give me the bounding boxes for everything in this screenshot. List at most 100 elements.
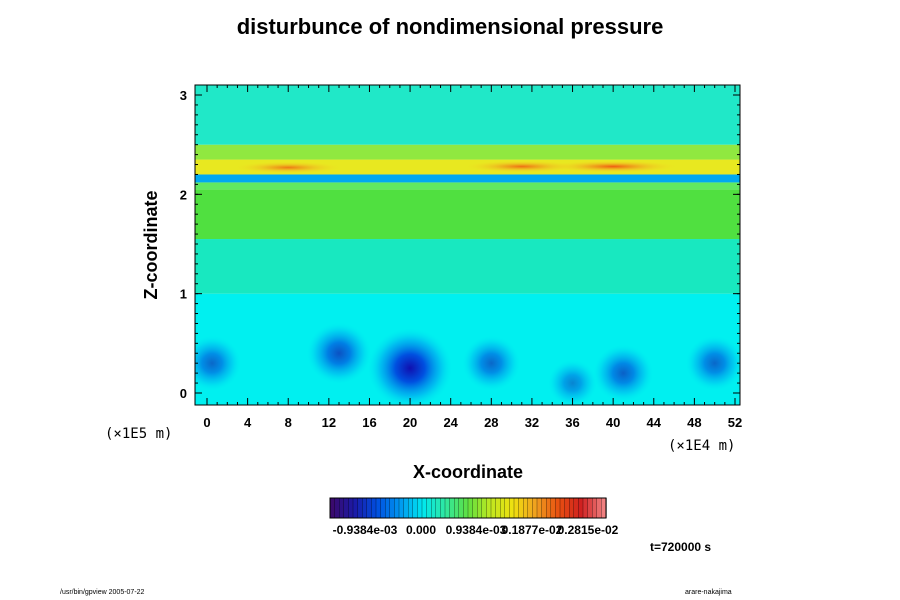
colorbar-cell: [481, 497, 488, 519]
field-blob: [306, 322, 372, 384]
colorbar-frame: [329, 497, 607, 519]
colorbar-labels: -0.9384e-03 0.000 0.9384e-030.1877e-020.28…: [333, 523, 619, 537]
x-tick-label: 32: [525, 415, 539, 430]
colorbar-label: 0.9384e-03: [446, 523, 507, 537]
x-tick-label: 28: [484, 415, 498, 430]
colorbar-cell: [569, 497, 575, 519]
colorbar-cell: [357, 497, 363, 519]
colorbar-cell: [486, 497, 492, 519]
field-band: [195, 189, 740, 240]
colorbar-cell: [587, 497, 593, 519]
colorbar-cell: [555, 497, 561, 519]
colorbar-cell: [504, 497, 511, 519]
x-tick-label: 0: [203, 415, 210, 430]
heatmap-field: [195, 85, 740, 405]
colorbar-label: 0.000: [406, 523, 436, 537]
colorbar-cell: [564, 497, 570, 519]
colorbar-cell: [536, 497, 543, 519]
y-tick-label: 0: [180, 386, 187, 401]
colorbar-cell: [421, 497, 428, 519]
colorbar-cell: [490, 497, 497, 519]
x-axis-title: X-coordinate: [413, 462, 523, 482]
colorbar-cell: [389, 497, 396, 519]
colorbar-cell: [440, 497, 446, 519]
colorbar-cell: [467, 497, 474, 519]
colorbar-cell: [435, 497, 442, 519]
colorbar-cell: [403, 497, 409, 519]
x-tick-label: 20: [403, 415, 417, 430]
field-band: [195, 174, 740, 183]
field-band: [195, 239, 740, 294]
colorbar-cell: [454, 497, 460, 519]
colorbar-cell: [394, 497, 400, 519]
colorbar-cell: [509, 497, 515, 519]
colorbar-cell: [559, 497, 566, 519]
colorbar-cell: [513, 497, 520, 519]
footer-left: /usr/bin/gpview 2005-07-22: [60, 589, 145, 596]
colorbar-cell: [366, 497, 373, 519]
colorbar-cell: [596, 497, 603, 519]
colorbar-cell: [380, 497, 386, 519]
axis-ticks: [195, 85, 740, 405]
field-band: [195, 85, 740, 145]
colorbar-cell: [463, 497, 469, 519]
x-tick-label: 4: [244, 415, 252, 430]
field-blob: [462, 335, 521, 391]
field-blob: [548, 359, 597, 405]
colorbar-label: 0.2815e-02: [558, 523, 619, 537]
x-tick-labels: 0 4 8 12 16 20 24 28 32 36 40 44 48 52: [203, 415, 742, 430]
colorbar-label: 0.1877e-02: [502, 523, 563, 537]
colorbar-cell: [362, 497, 368, 519]
colorbar-cell: [523, 497, 529, 519]
time-label: t=720000 s: [650, 540, 712, 554]
colorbar-cell: [375, 497, 382, 519]
x-tick-label: 16: [362, 415, 376, 430]
colorbar-cell: [444, 497, 451, 519]
field-band: [195, 144, 740, 160]
field-blob: [685, 335, 740, 391]
colorbar-cell: [385, 497, 391, 519]
colorbar-cell: [541, 497, 547, 519]
x-tick-label: 48: [687, 415, 701, 430]
colorbar-cell: [339, 497, 345, 519]
colorbar-cell: [495, 497, 501, 519]
x-tick-label: 40: [606, 415, 620, 430]
colorbar-cell: [518, 497, 524, 519]
x-tick-label: 12: [322, 415, 336, 430]
field-blob: [549, 160, 677, 173]
y-tick-labels: 0 1 2 3: [180, 88, 187, 401]
colorbar-cell: [527, 497, 534, 519]
footer-right: arare-nakajima: [685, 589, 732, 596]
colorbar-cell: [592, 497, 598, 519]
colorbar-cell: [500, 497, 506, 519]
x-tick-label: 52: [728, 415, 742, 430]
x-tick-label: 24: [443, 415, 458, 430]
colorbar-cell: [578, 497, 584, 519]
field-blob: [195, 335, 241, 391]
field-band: [195, 182, 740, 190]
colorbar-cell: [472, 497, 478, 519]
colorbar-cell: [582, 497, 589, 519]
x-tick-label: 44: [647, 415, 662, 430]
y-tick-label: 1: [180, 287, 187, 302]
colorbar-cell: [477, 497, 483, 519]
colorbar: [329, 497, 607, 519]
field-blob: [465, 160, 579, 173]
colorbar-cell: [417, 497, 423, 519]
colorbar-cell: [412, 497, 419, 519]
x-tick-label: 8: [285, 415, 292, 430]
y-tick-label: 2: [180, 187, 187, 202]
colorbar-cell: [348, 497, 354, 519]
y-tick-label: 3: [180, 88, 187, 103]
colorbar-cell: [408, 497, 414, 519]
field-blob: [235, 161, 342, 174]
colorbar-label: -0.9384e-03: [333, 523, 398, 537]
colorbar-cell: [329, 497, 336, 519]
x-tick-label: 36: [565, 415, 579, 430]
colorbar-cell: [426, 497, 432, 519]
colorbar-cell: [449, 497, 455, 519]
colorbar-cell: [398, 497, 405, 519]
colorbar-cell: [371, 497, 377, 519]
y-axis-title: Z-coordinate: [141, 190, 161, 299]
